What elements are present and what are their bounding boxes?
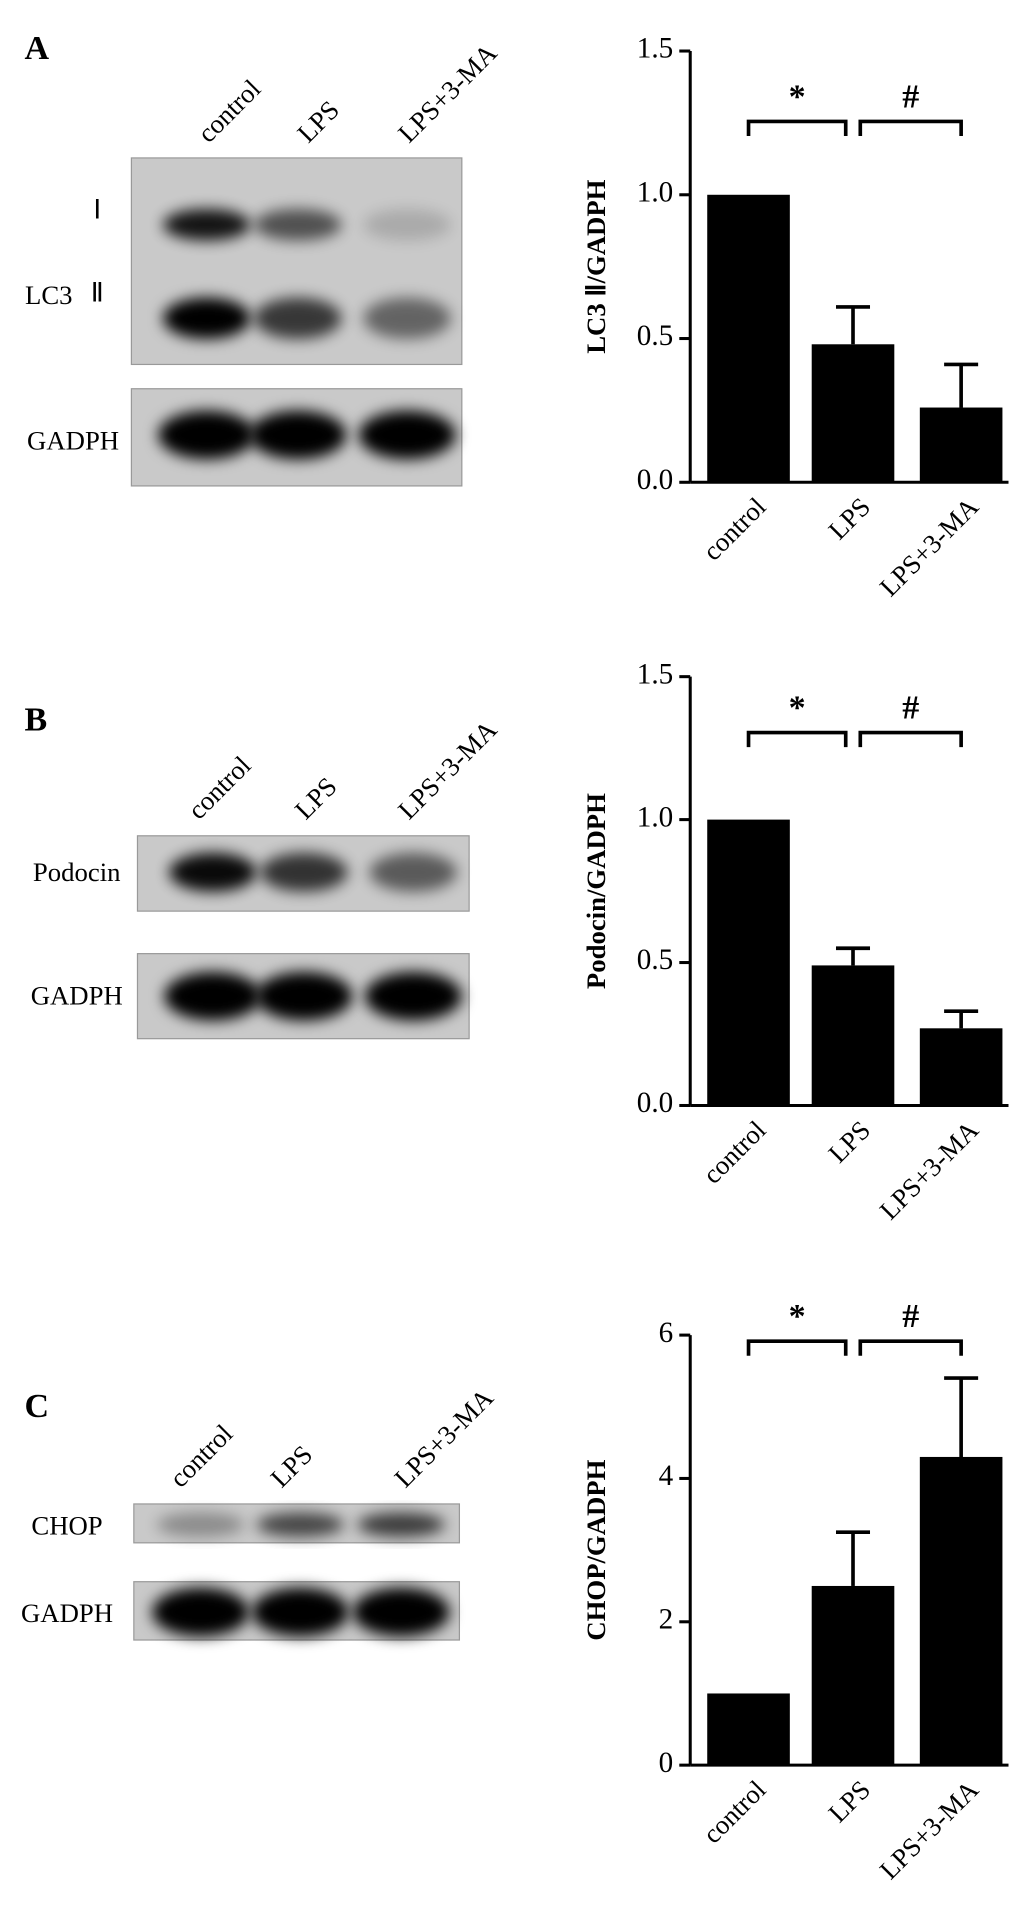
y-tick-label: 1.5	[637, 658, 673, 690]
significance-bracket	[746, 1339, 848, 1356]
protein-label: LC3	[25, 280, 73, 310]
x-tick-label: LPS	[822, 492, 876, 546]
lane-label: LPS+3-MA	[388, 1382, 499, 1493]
significance-bracket	[746, 119, 848, 137]
blot-membrane	[133, 1581, 461, 1641]
blot-band	[358, 410, 456, 460]
y-tick-label: 4	[659, 1460, 674, 1492]
protein-label: CHOP	[31, 1510, 102, 1540]
y-tick-label: 6	[659, 1317, 674, 1349]
blot-band	[251, 1587, 349, 1637]
blot-band	[352, 1587, 450, 1637]
y-tick-label: 2	[659, 1603, 674, 1635]
y-tick-label: 1.5	[637, 33, 673, 65]
y-tick-label: 0.0	[637, 1087, 673, 1119]
significance-mark: #	[902, 689, 919, 726]
bar	[919, 407, 1003, 483]
blot-band	[158, 410, 256, 460]
band-label: Ⅰ	[93, 195, 101, 225]
significance-bracket	[746, 730, 848, 748]
y-axis-label: CHOP/GADPH	[581, 1459, 611, 1640]
lane-label: LPS	[265, 1439, 319, 1493]
blot-band	[256, 1512, 344, 1537]
x-tick-label: LPS+3-MA	[874, 1114, 985, 1225]
significance-bracket	[858, 1339, 963, 1356]
bar	[707, 1693, 790, 1766]
lane-label: control	[192, 74, 267, 149]
panel-letter: A	[24, 30, 49, 67]
loading-label: GADPH	[21, 1598, 113, 1628]
bar	[707, 194, 790, 483]
blot-band	[255, 971, 353, 1021]
x-tick-label: LPS+3-MA	[874, 1774, 985, 1885]
bar	[919, 1028, 1003, 1106]
lane-label: control	[164, 1418, 239, 1493]
bar	[811, 344, 895, 483]
y-tick-label: 0.5	[637, 320, 673, 352]
y-axis-label: LC3 Ⅱ/GADPH	[581, 179, 611, 353]
bar	[811, 965, 895, 1106]
blot-band	[260, 852, 348, 892]
blot-membrane	[130, 388, 463, 487]
x-tick-label: LPS	[822, 1115, 876, 1169]
significance-mark: *	[789, 689, 806, 726]
loading-label: GADPH	[27, 426, 119, 456]
x-tick-label: control	[697, 492, 772, 567]
significance-bracket	[858, 119, 963, 137]
blot-membrane	[130, 157, 463, 366]
blot-band	[164, 971, 262, 1021]
y-tick-label: 0.0	[637, 464, 673, 496]
blot-band	[364, 971, 462, 1021]
panel-letter: C	[24, 1388, 49, 1425]
blot-membrane	[136, 953, 470, 1040]
lane-label: LPS+3-MA	[392, 714, 503, 825]
blot-membrane	[133, 1503, 461, 1544]
band-label: Ⅱ	[91, 277, 104, 307]
y-tick-label: 0.5	[637, 944, 673, 976]
y-tick-label: 1.0	[637, 801, 673, 833]
loading-label: GADPH	[31, 981, 123, 1011]
blot-band	[254, 208, 342, 241]
x-tick-label: control	[697, 1774, 772, 1849]
lane-label: LPS	[291, 95, 345, 149]
significance-mark: *	[789, 1298, 806, 1335]
lane-label: LPS+3-MA	[392, 37, 503, 148]
y-tick-label: 0	[659, 1747, 674, 1779]
x-tick-label: LPS	[822, 1774, 876, 1828]
bar	[707, 819, 790, 1106]
blot-band	[369, 852, 457, 892]
significance-bracket	[858, 730, 963, 748]
blot-band	[249, 410, 347, 460]
significance-mark: #	[902, 78, 919, 115]
blot-band	[156, 1512, 245, 1537]
blot-band	[162, 297, 251, 339]
y-axis-label: Podocin/GADPH	[581, 793, 611, 989]
blot-membrane	[136, 835, 470, 912]
blot-band	[169, 852, 257, 892]
bar	[811, 1585, 895, 1766]
significance-mark: *	[789, 78, 806, 115]
blot-band	[363, 297, 451, 339]
protein-label: Podocin	[33, 857, 121, 887]
blot-band	[357, 1512, 445, 1537]
panel-letter: B	[24, 702, 47, 739]
y-tick-label: 1.0	[637, 176, 673, 208]
blot-band	[152, 1587, 250, 1637]
blot-band	[363, 208, 451, 241]
x-tick-label: LPS+3-MA	[874, 491, 985, 602]
bar	[919, 1456, 1003, 1766]
lane-label: LPS	[289, 771, 343, 825]
x-tick-label: control	[697, 1115, 772, 1190]
blot-band	[254, 297, 342, 339]
blot-band	[162, 208, 251, 241]
significance-mark: #	[902, 1298, 919, 1335]
lane-label: control	[182, 750, 257, 825]
